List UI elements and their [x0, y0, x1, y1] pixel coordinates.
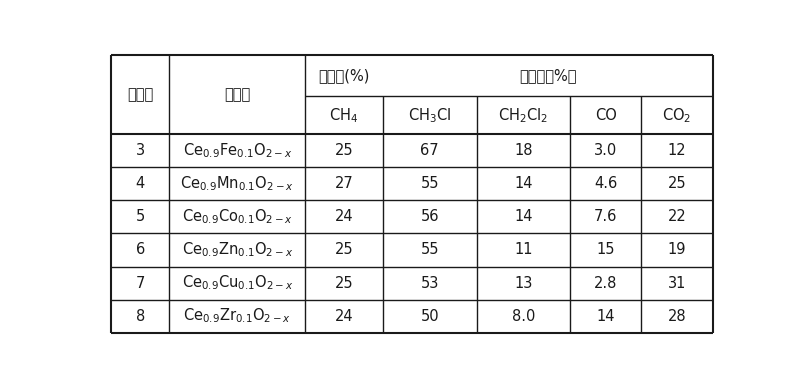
Text: Ce$_{0.9}$Zn$_{0.1}$O$_{2-x}$: Ce$_{0.9}$Zn$_{0.1}$O$_{2-x}$ — [182, 241, 293, 259]
Text: 选择性（%）: 选择性（%） — [519, 68, 577, 83]
Text: 7: 7 — [135, 275, 145, 291]
Text: 53: 53 — [421, 275, 439, 291]
Text: CH$_4$: CH$_4$ — [330, 106, 358, 125]
Text: 27: 27 — [334, 176, 354, 191]
Text: CO$_2$: CO$_2$ — [662, 106, 692, 125]
Text: 4.6: 4.6 — [594, 176, 618, 191]
Text: 13: 13 — [514, 275, 533, 291]
Text: 25: 25 — [668, 176, 686, 191]
Text: 31: 31 — [668, 275, 686, 291]
Text: 25: 25 — [334, 243, 354, 257]
Text: Ce$_{0.9}$Co$_{0.1}$O$_{2-x}$: Ce$_{0.9}$Co$_{0.1}$O$_{2-x}$ — [182, 207, 293, 226]
Text: 14: 14 — [514, 176, 533, 191]
Text: 55: 55 — [420, 243, 439, 257]
Text: 11: 11 — [514, 243, 533, 257]
Text: CH$_2$Cl$_2$: CH$_2$Cl$_2$ — [498, 106, 549, 125]
Text: 55: 55 — [420, 176, 439, 191]
Text: 14: 14 — [597, 309, 615, 324]
Text: Ce$_{0.9}$Mn$_{0.1}$O$_{2-x}$: Ce$_{0.9}$Mn$_{0.1}$O$_{2-x}$ — [180, 175, 294, 193]
Text: 转化率(%): 转化率(%) — [318, 68, 370, 83]
Text: 5: 5 — [136, 209, 145, 225]
Text: 6: 6 — [136, 243, 145, 257]
Text: 3: 3 — [136, 143, 145, 158]
Text: Ce$_{0.9}$Cu$_{0.1}$O$_{2-x}$: Ce$_{0.9}$Cu$_{0.1}$O$_{2-x}$ — [182, 274, 293, 292]
Text: 22: 22 — [668, 209, 686, 225]
Text: 12: 12 — [668, 143, 686, 158]
Text: 4: 4 — [136, 176, 145, 191]
Text: 3.0: 3.0 — [594, 143, 618, 158]
Text: Ce$_{0.9}$Zr$_{0.1}$O$_{2-x}$: Ce$_{0.9}$Zr$_{0.1}$O$_{2-x}$ — [183, 307, 291, 325]
Text: 8: 8 — [136, 309, 145, 324]
Text: 8.0: 8.0 — [512, 309, 535, 324]
Text: 14: 14 — [514, 209, 533, 225]
Text: 25: 25 — [334, 143, 354, 158]
Text: 24: 24 — [334, 309, 354, 324]
Text: 19: 19 — [668, 243, 686, 257]
Text: 56: 56 — [420, 209, 439, 225]
Text: 催化剂: 催化剂 — [224, 87, 250, 102]
Text: 实施例: 实施例 — [127, 87, 154, 102]
Text: 28: 28 — [668, 309, 686, 324]
Text: 67: 67 — [420, 143, 439, 158]
Text: 24: 24 — [334, 209, 354, 225]
Text: 18: 18 — [514, 143, 533, 158]
Text: CH$_3$Cl: CH$_3$Cl — [408, 106, 451, 125]
Text: Ce$_{0.9}$Fe$_{0.1}$O$_{2-x}$: Ce$_{0.9}$Fe$_{0.1}$O$_{2-x}$ — [182, 141, 292, 160]
Text: 7.6: 7.6 — [594, 209, 618, 225]
Text: 25: 25 — [334, 275, 354, 291]
Text: 15: 15 — [597, 243, 615, 257]
Text: 2.8: 2.8 — [594, 275, 618, 291]
Text: 50: 50 — [420, 309, 439, 324]
Text: CO: CO — [595, 108, 617, 123]
